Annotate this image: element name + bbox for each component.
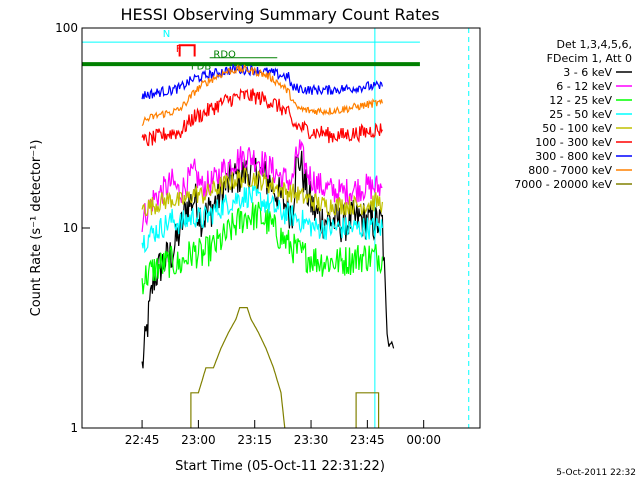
legend-title-1: FDecim 1, Att 0 (547, 52, 632, 65)
generated-timestamp: 5-Oct-2011 22:32 (556, 468, 636, 478)
axes: 22:45 23:00 23:15 23:30 23:45 00:00 1 10 100 (55, 21, 441, 447)
flag-label-rdo: RDO (213, 50, 236, 61)
legend: Det 1,3,4,5,6,FDecim 1, Att 03 - 6 keV6 … (514, 38, 632, 191)
x-tick-label-2: 23:15 (237, 433, 272, 447)
series-line-5 (141, 87, 383, 147)
legend-label-7: 800 - 7000 keV (528, 164, 612, 177)
x-tick-label-3: 23:30 (294, 433, 329, 447)
legend-label-2: 12 - 25 keV (549, 94, 612, 107)
legend-label-5: 100 - 300 keV (535, 136, 612, 149)
x-tick-label-5: 00:00 (406, 433, 441, 447)
legend-label-3: 25 - 50 keV (549, 108, 612, 121)
legend-label-6: 300 - 800 keV (535, 150, 612, 163)
series-line-4 (141, 167, 383, 217)
x-tick-label-1: 23:00 (181, 433, 216, 447)
legend-label-4: 50 - 100 keV (542, 122, 612, 135)
x-tick-label-0: 22:45 (125, 433, 160, 447)
flag-label-fdb: FDB (191, 62, 211, 73)
x-axis-label: Start Time (05-Oct-11 22:31:22) (175, 459, 385, 474)
y-tick-label-0: 1 (70, 421, 78, 435)
y-tick-label-1: 10 (63, 221, 78, 235)
series-line-2 (141, 201, 383, 295)
y-axis-label: Count Rate (s⁻¹ detector⁻¹) (29, 140, 44, 317)
series-line-7 (141, 63, 383, 127)
flag-label-f: F (176, 44, 182, 55)
y-tick-label-2: 100 (55, 21, 78, 35)
series-line-9 (355, 392, 380, 428)
legend-label-8: 7000 - 20000 keV (514, 178, 612, 191)
series-line-8 (190, 307, 286, 429)
legend-label-1: 6 - 12 keV (556, 80, 612, 93)
chart-title: HESSI Observing Summary Count Rates (120, 5, 439, 24)
series-line-3 (141, 185, 383, 254)
legend-label-0: 3 - 6 keV (563, 66, 612, 79)
flag-label-n: N (163, 29, 170, 40)
legend-title-0: Det 1,3,4,5,6, (556, 38, 632, 51)
x-tick-label-4: 23:45 (350, 433, 385, 447)
flag-line-f (178, 44, 196, 57)
